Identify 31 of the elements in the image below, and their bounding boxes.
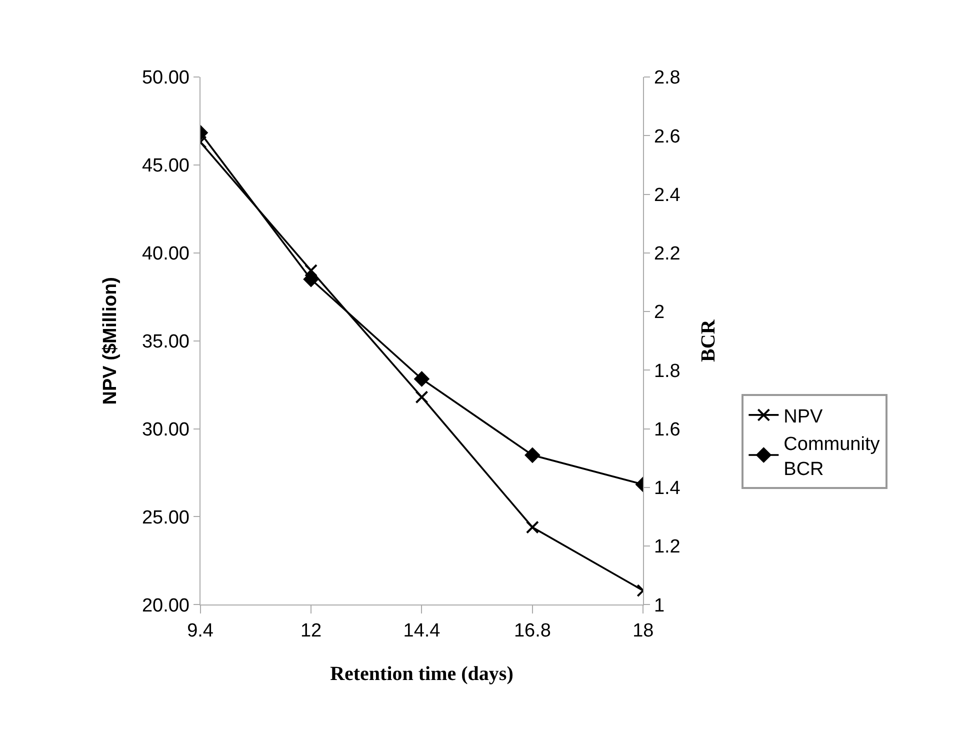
x-tick-label: 18 xyxy=(632,620,654,642)
y2-tick-label: 2 xyxy=(654,302,665,324)
y-tick-label: 30.00 xyxy=(142,419,190,440)
y2-tick-label: 1 xyxy=(654,595,665,616)
y-tick-label: 45.00 xyxy=(142,156,190,177)
point xyxy=(304,264,318,277)
point xyxy=(414,371,430,386)
y-tick-label: 25.00 xyxy=(142,507,190,528)
legend-label: NPV xyxy=(784,406,824,428)
y2-tick-label: 2.4 xyxy=(654,184,681,206)
y-axis-title: NPV ($Million) xyxy=(100,276,121,405)
y2-tick-label: 1.4 xyxy=(654,478,681,500)
x-tick-label: 12 xyxy=(300,620,322,642)
y2-tick-label: 2.8 xyxy=(654,68,680,89)
y2-axis-title: BCR xyxy=(697,319,720,362)
y-tick-label: 40.00 xyxy=(142,244,190,265)
y-tick-label: 20.00 xyxy=(142,595,190,616)
legend-label: Community BCR xyxy=(784,434,880,480)
x-axis-title: Retention time (days) xyxy=(330,662,514,685)
x-tick-label: 9.4 xyxy=(187,620,214,642)
y-tick-label: 50.00 xyxy=(142,68,190,89)
point xyxy=(526,520,539,534)
point xyxy=(415,390,428,404)
y2-tick-label: 1.6 xyxy=(654,419,680,440)
x-tick-label: 14.4 xyxy=(403,620,441,642)
x-tick-label: 16.8 xyxy=(514,620,551,642)
y2-tick-label: 1.2 xyxy=(654,536,680,558)
y2-tick-label: 2.2 xyxy=(654,244,680,265)
y2-tick-label: 2.6 xyxy=(654,126,680,148)
y-tick-label: 35.00 xyxy=(142,331,190,352)
y2-tick-label: 1.8 xyxy=(654,360,680,382)
